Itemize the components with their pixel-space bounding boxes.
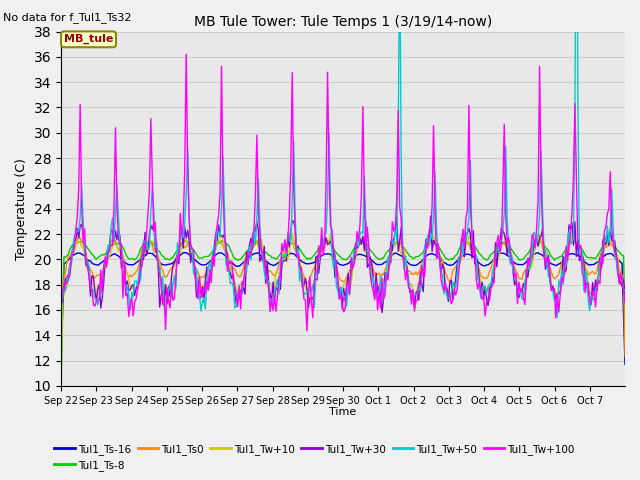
Text: MB_tule: MB_tule bbox=[64, 34, 113, 45]
Tul1_Tw+100 bbox=[620, 287, 627, 293]
Tul1_Tw+30 bbox=[57, 287, 65, 293]
Tul1_Tw+10 bbox=[621, 280, 629, 286]
Tul1_Ts-16 bbox=[76, 251, 84, 256]
Tul1_Tw+50 bbox=[620, 287, 627, 292]
Tul1_Ts-8 bbox=[621, 317, 629, 323]
Tul1_Tw+10 bbox=[545, 266, 552, 272]
Tul1_Ts0 bbox=[459, 250, 467, 255]
Tul1_Tw+10 bbox=[459, 249, 467, 254]
Tul1_Ts-16 bbox=[57, 361, 65, 367]
Y-axis label: Temperature (C): Temperature (C) bbox=[15, 158, 28, 260]
Line: Tul1_Ts-8: Tul1_Ts-8 bbox=[61, 239, 625, 384]
Tul1_Ts-8 bbox=[461, 240, 468, 246]
Tul1_Tw+50 bbox=[94, 302, 102, 308]
Tul1_Ts-8 bbox=[618, 252, 626, 258]
Tul1_Tw+50 bbox=[76, 214, 84, 220]
Tul1_Ts0 bbox=[57, 356, 65, 361]
Tul1_Tw+50 bbox=[543, 260, 551, 266]
Text: No data for f_Tul1_Ts32: No data for f_Tul1_Ts32 bbox=[3, 12, 132, 23]
Tul1_Tw+30 bbox=[462, 231, 470, 237]
Tul1_Tw+50 bbox=[621, 288, 629, 293]
Tul1_Tw+50 bbox=[57, 295, 65, 301]
Tul1_Ts-16 bbox=[181, 250, 189, 255]
Tul1_Tw+100 bbox=[350, 262, 358, 267]
Tul1_Ts0 bbox=[545, 263, 552, 268]
Tul1_Tw+10 bbox=[57, 398, 65, 404]
Tul1_Tw+30 bbox=[620, 277, 627, 283]
Line: Tul1_Tw+10: Tul1_Tw+10 bbox=[61, 234, 625, 401]
Line: Tul1_Tw+100: Tul1_Tw+100 bbox=[61, 54, 625, 331]
Line: Tul1_Ts-16: Tul1_Ts-16 bbox=[61, 252, 625, 364]
Tul1_Ts-8 bbox=[57, 382, 65, 387]
Tul1_Tw+30 bbox=[76, 223, 84, 229]
Tul1_Tw+30 bbox=[546, 277, 554, 283]
Tul1_Ts0 bbox=[76, 236, 84, 241]
Tul1_Tw+100 bbox=[76, 101, 84, 107]
Tul1_Ts-8 bbox=[322, 236, 330, 242]
Tul1_Ts-16 bbox=[349, 256, 356, 262]
Tul1_Tw+50 bbox=[554, 314, 561, 320]
Tul1_Tw+100 bbox=[57, 305, 65, 311]
Line: Tul1_Tw+50: Tul1_Tw+50 bbox=[61, 0, 625, 317]
Tul1_Tw+100 bbox=[303, 328, 311, 334]
Tul1_Tw+10 bbox=[618, 281, 626, 287]
Line: Tul1_Tw+30: Tul1_Tw+30 bbox=[61, 216, 625, 312]
Tul1_Tw+100 bbox=[94, 297, 102, 303]
Tul1_Tw+100 bbox=[621, 300, 629, 305]
Tul1_Tw+10 bbox=[76, 240, 84, 246]
Tul1_Ts-16 bbox=[545, 258, 552, 264]
Tul1_Tw+100 bbox=[546, 268, 554, 274]
Tul1_Ts-16 bbox=[621, 361, 629, 367]
Tul1_Ts-16 bbox=[461, 252, 468, 258]
Tul1_Ts0 bbox=[536, 232, 543, 238]
Tul1_Ts0 bbox=[618, 273, 626, 278]
Tul1_Tw+50 bbox=[459, 252, 467, 257]
Tul1_Ts-8 bbox=[76, 239, 84, 245]
Tul1_Tw+30 bbox=[94, 287, 102, 292]
Tul1_Tw+50 bbox=[348, 261, 355, 267]
Tul1_Ts0 bbox=[621, 353, 629, 359]
X-axis label: Time: Time bbox=[330, 407, 356, 417]
Title: MB Tule Tower: Tule Temps 1 (3/19/14-now): MB Tule Tower: Tule Temps 1 (3/19/14-now… bbox=[194, 15, 492, 29]
Line: Tul1_Ts0: Tul1_Ts0 bbox=[61, 235, 625, 359]
Tul1_Ts0 bbox=[94, 272, 102, 277]
Legend: Tul1_Ts-16, Tul1_Ts-8, Tul1_Ts0, Tul1_Tw+10, Tul1_Tw+30, Tul1_Tw+50, Tul1_Tw+100: Tul1_Ts-16, Tul1_Ts-8, Tul1_Ts0, Tul1_Tw… bbox=[50, 439, 579, 475]
Tul1_Ts-16 bbox=[618, 261, 626, 266]
Tul1_Tw+30 bbox=[348, 269, 355, 275]
Tul1_Ts-16 bbox=[94, 263, 102, 268]
Tul1_Tw+100 bbox=[182, 51, 190, 57]
Tul1_Ts0 bbox=[348, 264, 355, 270]
Tul1_Ts-8 bbox=[545, 247, 552, 253]
Tul1_Tw+30 bbox=[621, 291, 629, 297]
Tul1_Tw+30 bbox=[378, 310, 386, 315]
Tul1_Tw+10 bbox=[499, 231, 507, 237]
Tul1_Tw+10 bbox=[348, 281, 355, 287]
Tul1_Tw+10 bbox=[94, 283, 102, 289]
Tul1_Ts-8 bbox=[94, 255, 102, 261]
Tul1_Tw+100 bbox=[462, 215, 470, 220]
Tul1_Tw+30 bbox=[427, 213, 435, 219]
Tul1_Ts-8 bbox=[349, 248, 356, 254]
